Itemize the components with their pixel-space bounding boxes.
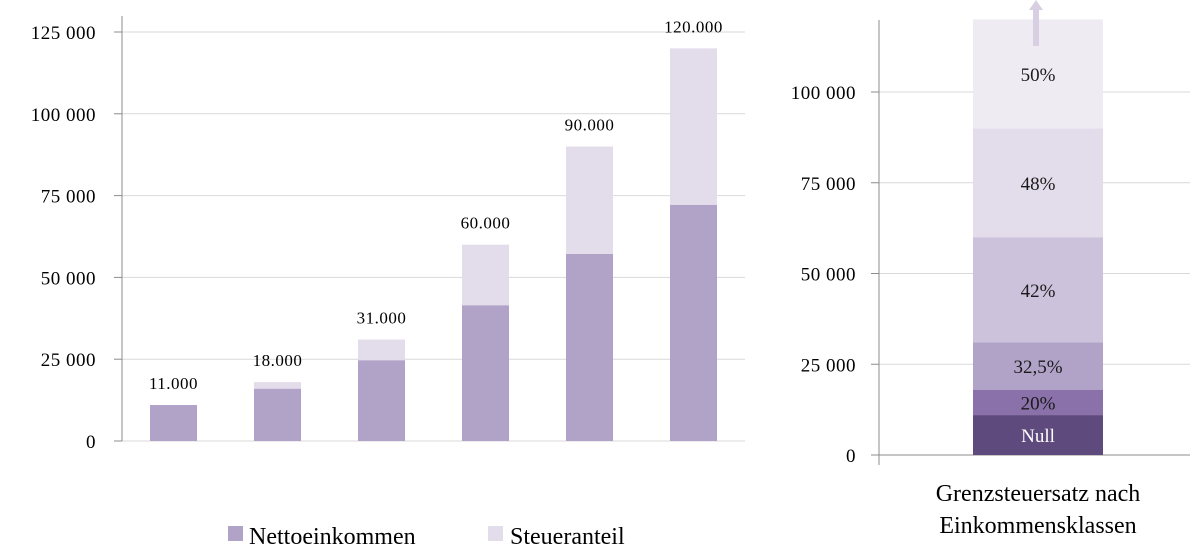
y-tick-label: 100 000 bbox=[791, 83, 856, 104]
rate-segment bbox=[973, 342, 1103, 390]
bar-segment-steueranteil bbox=[462, 244, 509, 306]
rate-segment-label: 48% bbox=[1021, 174, 1056, 195]
rate-segment bbox=[973, 415, 1103, 455]
rate-segment bbox=[973, 389, 1103, 416]
rate-segment bbox=[973, 237, 1103, 343]
data-label: 31.000 bbox=[357, 309, 407, 328]
bar-segment-steueranteil bbox=[670, 48, 717, 205]
y-tick-label: 75 000 bbox=[41, 187, 96, 208]
y-tick-label: 25 000 bbox=[801, 355, 856, 376]
y-tick-label: 100 000 bbox=[31, 105, 96, 126]
income-stacked-bar-chart: 0 25 000 50 000 75 000 100 000 125 000 11.000 1… bbox=[31, 16, 745, 453]
bar-segment-steueranteil bbox=[358, 339, 405, 361]
legend-swatch-nettoeinkommen bbox=[228, 526, 243, 541]
y-tick-label: 0 bbox=[86, 432, 96, 453]
legend-label-nettoeinkommen: Nettoeinkommen bbox=[249, 524, 416, 547]
rate-segment-label: 50% bbox=[1021, 65, 1056, 86]
legend: Nettoeinkommen Steueranteil bbox=[228, 524, 625, 547]
data-label: 120.000 bbox=[664, 17, 723, 36]
bar-segment-nettoeinkommen bbox=[358, 360, 405, 441]
right-chart-title: Grenzsteuersatz nach Einkommensklassen bbox=[936, 481, 1141, 539]
y-tick-label: 75 000 bbox=[801, 174, 856, 195]
data-label: 60.000 bbox=[461, 214, 511, 233]
data-label: 18.000 bbox=[253, 351, 303, 370]
marginal-rate-chart: 0 25 000 50 000 75 000 100 000 Null 20% 32,5% 42… bbox=[791, 0, 1190, 467]
right-chart-title-line-1: Grenzsteuersatz nach bbox=[936, 481, 1141, 507]
y-tick-label: 25 000 bbox=[41, 350, 96, 371]
y-tick-label: 125 000 bbox=[31, 23, 96, 44]
bar-segment-steueranteil bbox=[566, 146, 613, 254]
right-chart-title-line-2: Einkommensklassen bbox=[939, 513, 1136, 539]
open-ended-arrow-icon bbox=[1029, 0, 1043, 10]
data-label: 90.000 bbox=[565, 116, 615, 135]
legend-label-steueranteil: Steueranteil bbox=[510, 524, 625, 547]
y-tick-label: 0 bbox=[846, 446, 856, 467]
rate-segment-label: 42% bbox=[1021, 281, 1056, 302]
rate-segment-label: Null bbox=[1021, 426, 1055, 447]
bar-segment-nettoeinkommen bbox=[254, 388, 301, 441]
rate-segment-label: 20% bbox=[1021, 393, 1056, 414]
rate-segment bbox=[973, 128, 1103, 238]
legend-swatch-steueranteil bbox=[488, 526, 503, 541]
bar-segment-nettoeinkommen bbox=[670, 204, 717, 441]
data-label: 11.000 bbox=[149, 374, 198, 393]
bar-segment-nettoeinkommen bbox=[566, 253, 613, 441]
bar-segment-steueranteil bbox=[254, 382, 301, 389]
rate-segment-label: 32,5% bbox=[1013, 357, 1062, 378]
bar-segment-nettoeinkommen bbox=[150, 405, 197, 441]
open-ended-arrow-shaft bbox=[1033, 8, 1039, 46]
y-tick-label: 50 000 bbox=[801, 265, 856, 286]
bar-segment-nettoeinkommen bbox=[462, 305, 509, 441]
y-tick-label: 50 000 bbox=[41, 268, 96, 289]
